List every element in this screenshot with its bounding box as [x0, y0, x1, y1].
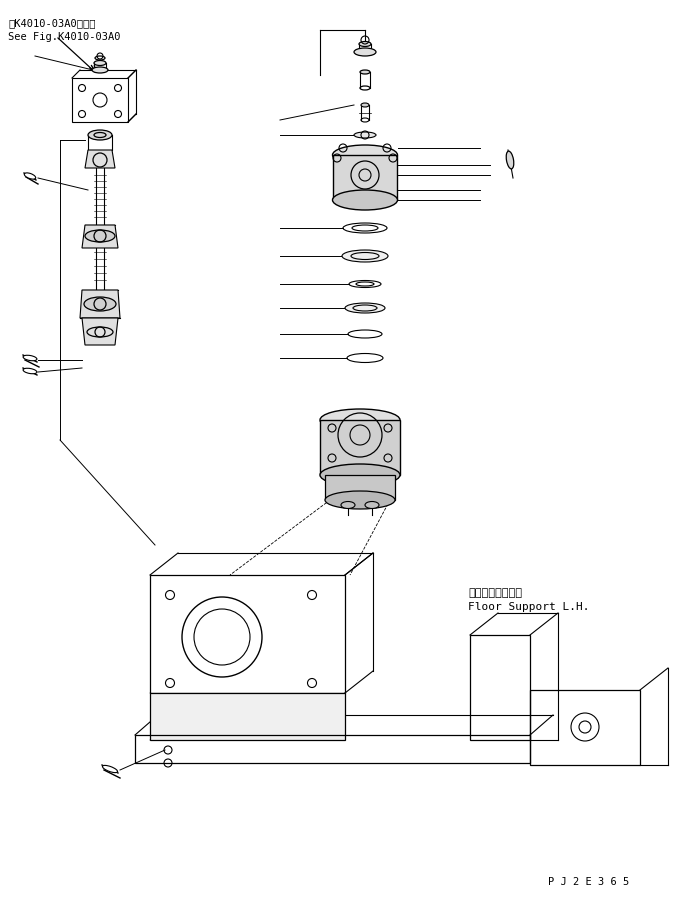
Ellipse shape [103, 765, 118, 772]
Ellipse shape [88, 130, 112, 140]
Polygon shape [82, 225, 118, 248]
Ellipse shape [354, 48, 376, 56]
Polygon shape [320, 420, 400, 475]
Ellipse shape [342, 250, 388, 262]
Text: 第K4010-03A0図参照: 第K4010-03A0図参照 [8, 18, 95, 28]
Ellipse shape [506, 151, 514, 169]
Ellipse shape [341, 501, 355, 508]
Ellipse shape [361, 103, 369, 107]
Ellipse shape [359, 41, 371, 47]
Polygon shape [150, 693, 345, 740]
Polygon shape [85, 150, 115, 168]
Ellipse shape [23, 368, 37, 373]
Ellipse shape [92, 67, 108, 73]
Ellipse shape [85, 230, 115, 242]
Polygon shape [82, 318, 118, 345]
Ellipse shape [332, 190, 397, 210]
Ellipse shape [320, 464, 400, 486]
Polygon shape [325, 475, 395, 500]
Ellipse shape [345, 303, 385, 313]
Ellipse shape [320, 409, 400, 431]
Ellipse shape [23, 356, 37, 361]
Ellipse shape [94, 60, 106, 66]
Text: フロアサポート左: フロアサポート左 [468, 588, 522, 598]
Text: Floor Support L.H.: Floor Support L.H. [468, 602, 590, 612]
Text: P J 2 E 3 6 5: P J 2 E 3 6 5 [548, 877, 630, 887]
Text: See Fig.K4010-03A0: See Fig.K4010-03A0 [8, 32, 121, 42]
Polygon shape [80, 290, 120, 318]
Ellipse shape [24, 173, 36, 179]
Ellipse shape [332, 145, 397, 165]
Ellipse shape [365, 501, 379, 508]
Ellipse shape [360, 70, 370, 74]
Ellipse shape [84, 297, 116, 311]
Ellipse shape [354, 132, 376, 138]
Ellipse shape [325, 491, 395, 509]
Polygon shape [333, 155, 397, 200]
